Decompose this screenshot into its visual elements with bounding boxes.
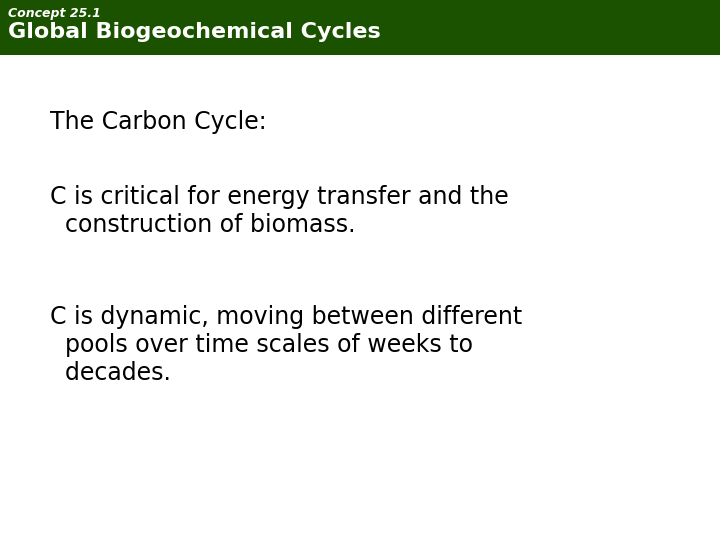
- Text: Global Biogeochemical Cycles: Global Biogeochemical Cycles: [8, 22, 381, 42]
- Text: The Carbon Cycle:: The Carbon Cycle:: [50, 110, 266, 134]
- Text: C is critical for energy transfer and the: C is critical for energy transfer and th…: [50, 185, 509, 209]
- Text: C is dynamic, moving between different: C is dynamic, moving between different: [50, 305, 522, 329]
- Text: decades.: decades.: [50, 361, 171, 385]
- Text: Concept 25.1: Concept 25.1: [8, 7, 101, 20]
- Text: pools over time scales of weeks to: pools over time scales of weeks to: [50, 333, 473, 357]
- Bar: [0, 0, 720, 55]
- Text: construction of biomass.: construction of biomass.: [50, 213, 356, 237]
